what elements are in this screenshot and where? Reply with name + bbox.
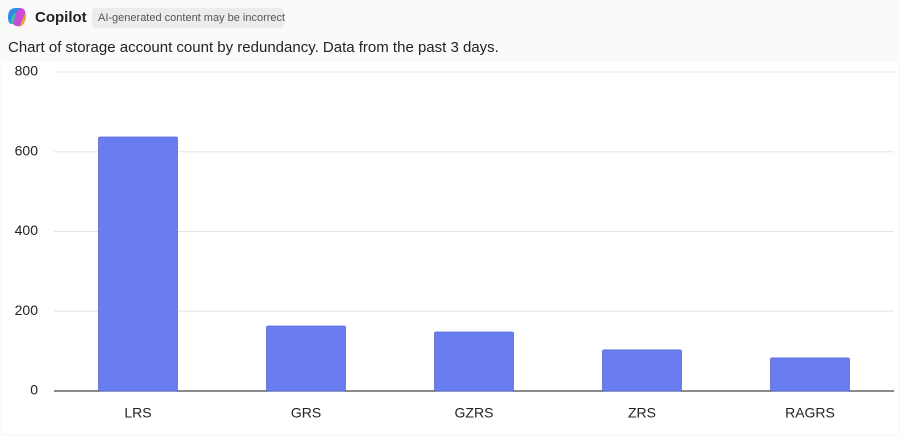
y-tick-label: 600 xyxy=(15,142,39,158)
chart-title: Chart of storage account count by redund… xyxy=(8,39,499,56)
copilot-logo xyxy=(8,8,26,27)
y-tick-label: 400 xyxy=(15,222,39,238)
x-tick-label: RAGRS xyxy=(785,405,835,421)
bar xyxy=(602,349,682,392)
y-tick-label: 0 xyxy=(30,382,38,398)
x-tick-label: LRS xyxy=(124,405,151,421)
x-tick-label: ZRS xyxy=(628,405,656,421)
app-name: Copilot xyxy=(35,9,87,26)
x-tick-label: GRS xyxy=(291,405,321,421)
y-tick-label: 200 xyxy=(15,302,39,318)
disclaimer: AI-generated content may be incorrect xyxy=(98,12,285,24)
bar xyxy=(98,136,178,392)
disclaimer-badge xyxy=(92,8,284,28)
bar xyxy=(266,325,346,392)
x-tick-label: GZRS xyxy=(455,405,494,421)
bar xyxy=(770,357,850,392)
y-tick-label: 800 xyxy=(15,63,39,79)
bar xyxy=(434,331,514,392)
